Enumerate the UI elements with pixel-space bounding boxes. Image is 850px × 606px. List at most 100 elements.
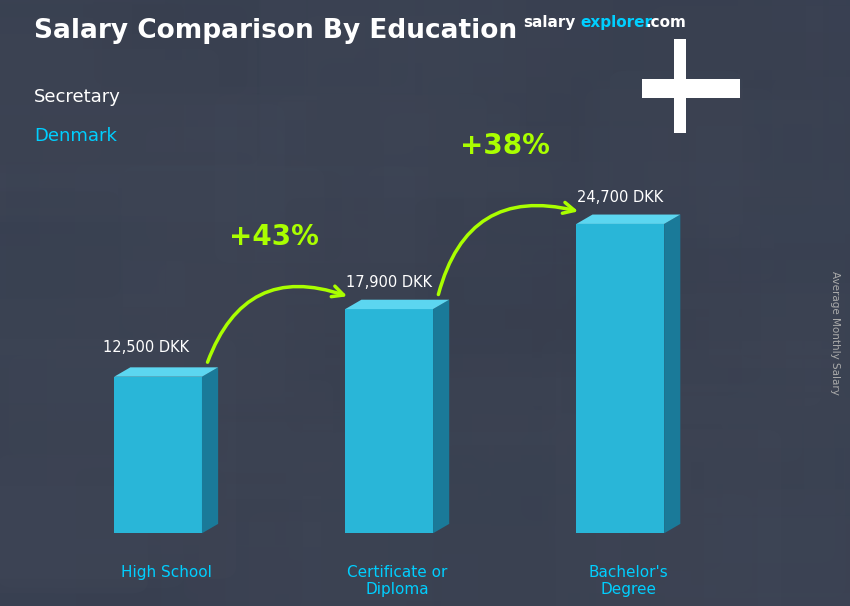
FancyBboxPatch shape	[556, 430, 781, 606]
FancyBboxPatch shape	[643, 321, 805, 507]
FancyBboxPatch shape	[321, 484, 665, 606]
FancyBboxPatch shape	[0, 513, 133, 606]
FancyBboxPatch shape	[0, 0, 133, 215]
Text: Secretary: Secretary	[34, 88, 121, 106]
FancyBboxPatch shape	[0, 191, 121, 298]
FancyBboxPatch shape	[368, 167, 552, 277]
FancyBboxPatch shape	[740, 124, 850, 358]
Text: +38%: +38%	[460, 132, 550, 159]
FancyBboxPatch shape	[120, 411, 295, 597]
FancyBboxPatch shape	[6, 153, 254, 348]
FancyBboxPatch shape	[0, 17, 102, 162]
FancyBboxPatch shape	[529, 335, 850, 490]
FancyBboxPatch shape	[261, 305, 631, 410]
FancyBboxPatch shape	[773, 76, 850, 235]
FancyBboxPatch shape	[10, 421, 135, 539]
FancyBboxPatch shape	[428, 237, 605, 354]
FancyBboxPatch shape	[198, 419, 569, 606]
FancyBboxPatch shape	[651, 176, 846, 279]
Polygon shape	[642, 79, 740, 98]
FancyBboxPatch shape	[259, 0, 416, 155]
Text: salary: salary	[523, 15, 575, 30]
FancyBboxPatch shape	[552, 335, 677, 537]
FancyBboxPatch shape	[184, 484, 491, 601]
FancyBboxPatch shape	[56, 294, 368, 421]
Polygon shape	[114, 367, 218, 377]
FancyBboxPatch shape	[0, 486, 148, 593]
FancyBboxPatch shape	[340, 244, 562, 433]
FancyBboxPatch shape	[666, 33, 850, 163]
FancyBboxPatch shape	[539, 287, 850, 495]
FancyBboxPatch shape	[186, 504, 452, 594]
FancyBboxPatch shape	[294, 264, 640, 413]
FancyBboxPatch shape	[219, 401, 495, 501]
FancyBboxPatch shape	[424, 0, 564, 171]
Text: 17,900 DKK: 17,900 DKK	[346, 275, 432, 290]
FancyBboxPatch shape	[625, 418, 790, 536]
FancyBboxPatch shape	[494, 137, 849, 341]
FancyBboxPatch shape	[0, 338, 236, 579]
FancyBboxPatch shape	[0, 5, 247, 94]
FancyBboxPatch shape	[166, 168, 325, 340]
FancyBboxPatch shape	[435, 446, 704, 606]
Text: Average Monthly Salary: Average Monthly Salary	[830, 271, 840, 395]
FancyBboxPatch shape	[462, 335, 598, 476]
FancyBboxPatch shape	[122, 166, 416, 333]
FancyBboxPatch shape	[146, 127, 284, 242]
FancyBboxPatch shape	[696, 100, 845, 356]
Polygon shape	[202, 367, 218, 533]
FancyBboxPatch shape	[252, 101, 520, 350]
FancyBboxPatch shape	[496, 374, 753, 585]
FancyBboxPatch shape	[157, 264, 285, 399]
FancyBboxPatch shape	[526, 0, 847, 128]
FancyBboxPatch shape	[55, 230, 264, 421]
FancyBboxPatch shape	[60, 474, 337, 606]
FancyBboxPatch shape	[326, 265, 592, 415]
FancyBboxPatch shape	[630, 516, 850, 606]
FancyBboxPatch shape	[143, 179, 377, 445]
FancyBboxPatch shape	[472, 274, 802, 462]
FancyBboxPatch shape	[374, 278, 638, 524]
FancyBboxPatch shape	[600, 213, 741, 395]
FancyBboxPatch shape	[440, 262, 634, 407]
FancyBboxPatch shape	[0, 0, 166, 116]
FancyBboxPatch shape	[417, 309, 541, 436]
FancyBboxPatch shape	[134, 204, 286, 462]
FancyBboxPatch shape	[485, 0, 832, 133]
FancyBboxPatch shape	[0, 245, 185, 510]
FancyBboxPatch shape	[237, 94, 579, 358]
FancyBboxPatch shape	[419, 381, 613, 496]
FancyBboxPatch shape	[182, 0, 547, 140]
Polygon shape	[674, 39, 686, 133]
FancyBboxPatch shape	[551, 221, 760, 480]
FancyBboxPatch shape	[664, 365, 850, 524]
FancyBboxPatch shape	[0, 0, 260, 165]
FancyBboxPatch shape	[492, 0, 743, 87]
FancyBboxPatch shape	[291, 109, 506, 346]
FancyBboxPatch shape	[443, 498, 588, 606]
FancyBboxPatch shape	[433, 479, 647, 606]
FancyBboxPatch shape	[415, 0, 755, 218]
FancyBboxPatch shape	[655, 385, 845, 598]
FancyBboxPatch shape	[9, 355, 210, 457]
FancyBboxPatch shape	[318, 59, 525, 314]
FancyBboxPatch shape	[691, 448, 850, 593]
FancyBboxPatch shape	[422, 15, 661, 122]
FancyBboxPatch shape	[168, 210, 448, 298]
FancyBboxPatch shape	[609, 40, 850, 282]
FancyBboxPatch shape	[162, 462, 479, 606]
FancyBboxPatch shape	[0, 2, 184, 173]
FancyBboxPatch shape	[556, 255, 728, 442]
FancyBboxPatch shape	[699, 207, 850, 448]
FancyBboxPatch shape	[249, 512, 388, 606]
FancyBboxPatch shape	[459, 0, 738, 127]
FancyBboxPatch shape	[567, 295, 805, 498]
FancyBboxPatch shape	[379, 0, 526, 147]
FancyBboxPatch shape	[0, 454, 184, 588]
FancyBboxPatch shape	[629, 399, 850, 484]
FancyBboxPatch shape	[0, 368, 228, 458]
FancyBboxPatch shape	[428, 78, 592, 328]
FancyBboxPatch shape	[304, 16, 473, 176]
FancyBboxPatch shape	[176, 0, 512, 196]
FancyBboxPatch shape	[490, 163, 731, 401]
